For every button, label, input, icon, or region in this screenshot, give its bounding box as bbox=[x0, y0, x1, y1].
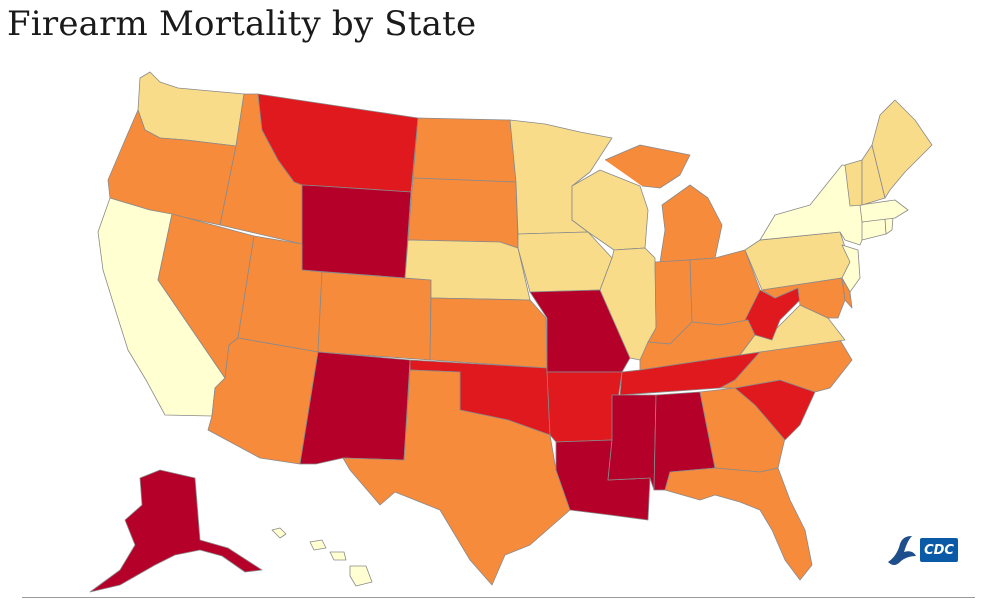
cdc-wordmark: CDC bbox=[920, 538, 958, 562]
state-HI[interactable] bbox=[271, 527, 373, 587]
state-SD[interactable] bbox=[407, 177, 519, 249]
state-AK[interactable] bbox=[89, 469, 263, 593]
hhs-eagle-icon bbox=[888, 536, 916, 565]
state-MA[interactable] bbox=[859, 199, 909, 223]
state-WV[interactable] bbox=[744, 287, 806, 341]
state-RI[interactable] bbox=[884, 216, 894, 235]
state-ND[interactable] bbox=[412, 117, 517, 183]
cdc-logo[interactable]: CDC bbox=[884, 532, 962, 568]
state-NM[interactable] bbox=[299, 351, 411, 465]
state-NC[interactable] bbox=[719, 339, 853, 393]
state-IA[interactable] bbox=[517, 231, 613, 293]
state-KS[interactable] bbox=[429, 297, 548, 369]
state-DE[interactable] bbox=[841, 277, 853, 309]
bottom-rule bbox=[22, 597, 975, 598]
state-FL[interactable] bbox=[664, 467, 813, 581]
page-title: Firearm Mortality by State bbox=[7, 4, 477, 44]
state-CO[interactable] bbox=[317, 271, 432, 361]
state-MS[interactable] bbox=[607, 394, 657, 491]
state-MI[interactable] bbox=[604, 144, 723, 263]
state-WY[interactable] bbox=[301, 184, 412, 279]
state-TX[interactable] bbox=[342, 369, 571, 586]
state-AR[interactable] bbox=[546, 371, 623, 443]
state-ME[interactable] bbox=[871, 99, 933, 199]
